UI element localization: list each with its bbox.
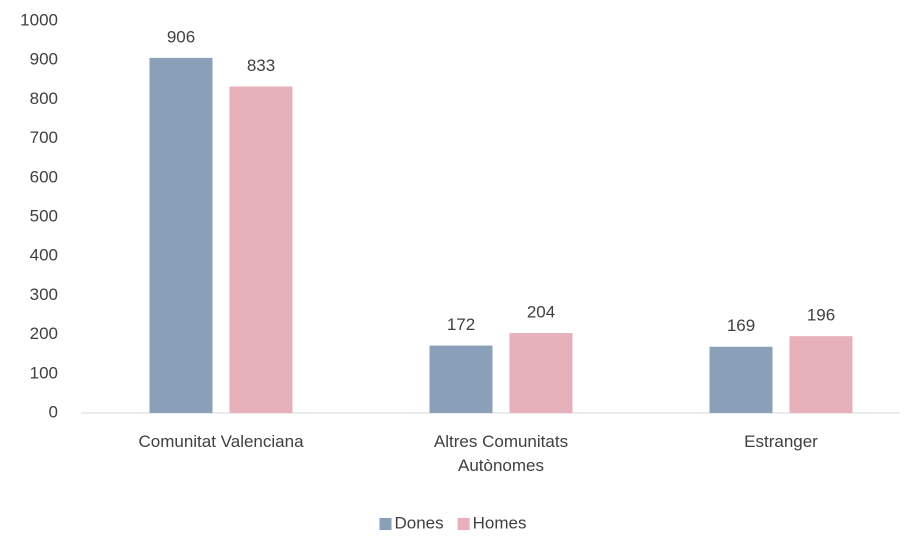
bar — [429, 345, 493, 413]
y-tick-label: 200 — [30, 324, 58, 343]
x-tick-label: Comunitat Valenciana — [138, 432, 304, 451]
value-label: 172 — [447, 315, 475, 334]
y-tick-label: 600 — [30, 167, 58, 186]
value-label: 169 — [727, 316, 755, 335]
y-tick-label: 1000 — [20, 10, 58, 29]
bar — [709, 346, 773, 413]
legend-swatch — [379, 518, 392, 530]
y-tick-label: 800 — [30, 89, 58, 108]
y-tick-label: 100 — [30, 363, 58, 382]
value-label: 906 — [167, 27, 195, 46]
legend-label: Dones — [395, 513, 444, 532]
y-tick-label: 400 — [30, 246, 58, 265]
value-label: 204 — [527, 303, 555, 322]
y-tick-label: 0 — [49, 402, 58, 421]
legend-label: Homes — [473, 513, 527, 532]
bar — [149, 57, 213, 414]
legend-swatch — [457, 518, 470, 530]
bar — [229, 86, 293, 414]
y-tick-label: 300 — [30, 285, 58, 304]
y-tick-label: 900 — [30, 50, 58, 69]
value-label: 196 — [807, 306, 835, 325]
bar — [509, 333, 573, 413]
value-label: 833 — [247, 56, 275, 75]
x-tick-label: Estranger — [744, 432, 818, 451]
y-tick-label: 700 — [30, 128, 58, 147]
x-tick-label: Altres Comunitats Autònomes — [433, 432, 569, 475]
bar — [789, 336, 853, 413]
y-tick-label: 500 — [30, 206, 58, 225]
